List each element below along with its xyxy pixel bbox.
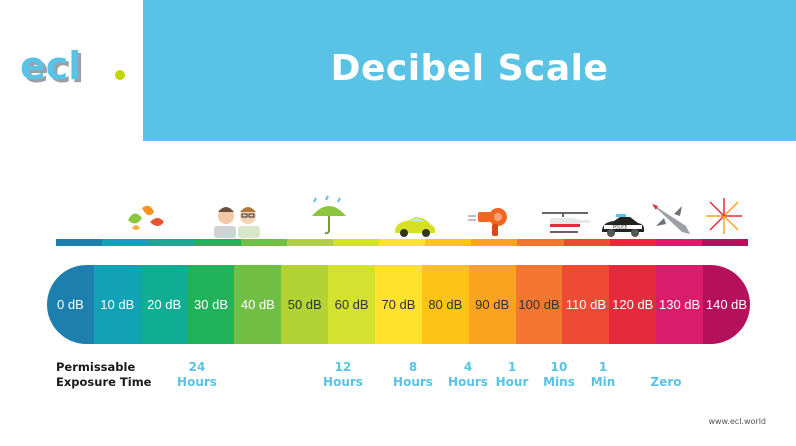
exposure-label-line1: 4	[463, 360, 473, 374]
scale-segment: 80 dB	[421, 265, 469, 344]
exposure-label: 1 Min	[591, 360, 616, 390]
exposure-label: 1 Hour	[496, 360, 529, 390]
scale-segment: 60 dB	[328, 265, 376, 344]
hair-dryer-icon	[468, 208, 507, 236]
exposure-label-line2: Min	[590, 375, 616, 389]
exposure-label-line1: 1	[507, 360, 517, 374]
strip-segment	[102, 239, 149, 246]
exposure-title-line1: Permissable	[56, 360, 136, 374]
strip-segment	[563, 239, 610, 246]
strip-segment	[332, 239, 379, 246]
exposure-label-line1: 24	[188, 360, 206, 374]
strip-segment	[701, 239, 749, 246]
exposure-title-line2: Exposure Time	[56, 375, 152, 389]
exposure-label: 12 Hours	[323, 360, 363, 390]
strip-segment	[471, 239, 518, 246]
scale-segment: 130 dB	[656, 265, 704, 344]
exposure-label-line2: Hours	[177, 375, 217, 389]
exposure-label-line2: Hour	[495, 375, 529, 389]
scale-segment: 10 dB	[93, 265, 141, 344]
exposure-title: Permissable Exposure Time	[56, 360, 151, 390]
exposure-label: Zero	[650, 360, 681, 390]
exposure-label-line1	[650, 360, 681, 375]
police-car-icon: POLICE	[602, 214, 644, 237]
strip-segment	[609, 239, 656, 246]
exposure-label-line2: Hours	[448, 375, 488, 389]
strip-segment	[194, 239, 241, 246]
scale-segment: 70 dB	[375, 265, 422, 344]
scale-segment: 20 dB	[140, 265, 188, 344]
color-strip	[56, 239, 749, 246]
strip-segment	[378, 239, 426, 246]
logo-dot	[115, 70, 125, 80]
logo-shadow-text: ecl	[23, 48, 84, 88]
exposure-label-line1: 12	[334, 360, 352, 374]
footer-url: www.ecl.world	[708, 417, 766, 426]
strip-segment	[286, 239, 333, 246]
fighter-jet-icon	[652, 204, 690, 234]
exposure-label: 4 Hours	[448, 360, 488, 390]
decibel-scale-bar: 0 dB 10 dB 20 dB 30 dB 40 dB 50 dB 60 dB 70 dB 8…	[47, 265, 750, 344]
fireworks-icon	[706, 198, 742, 234]
scale-segment: 110 dB	[562, 265, 610, 344]
scale-segment: 40 dB	[234, 265, 282, 344]
header-banner: Decibel Scale	[143, 0, 796, 141]
strip-segment	[655, 239, 702, 246]
exposure-label-line1: 1	[598, 360, 608, 374]
scale-segment: 50 dB	[281, 265, 329, 344]
exposure-label-line2: Zero	[650, 375, 682, 389]
scale-segment: 100 dB	[515, 265, 563, 344]
scale-segment: 90 dB	[468, 265, 516, 344]
scale-segment: 140 dB	[703, 265, 750, 344]
strip-segment	[517, 239, 564, 246]
strip-segment	[425, 239, 472, 246]
car-icon	[395, 217, 435, 237]
leaves-icon	[128, 205, 164, 230]
exposure-label: 10 Mins	[543, 360, 575, 390]
exposure-label-line1: 10	[550, 360, 568, 374]
strip-segment	[148, 239, 195, 246]
helicopter-icon	[542, 212, 590, 233]
svg-text:POLICE: POLICE	[613, 225, 628, 230]
whispering-people-icon	[214, 207, 260, 238]
exposure-label: 24 Hours	[177, 360, 217, 390]
strip-segment	[56, 239, 103, 246]
exposure-label-line2: Hours	[393, 375, 433, 389]
scale-segment: 30 dB	[187, 265, 235, 344]
exposure-label-line2: Mins	[543, 375, 575, 389]
scale-segment: 120 dB	[609, 265, 657, 344]
rain-umbrella-icon	[312, 195, 346, 235]
strip-segment	[240, 239, 287, 246]
scale-segment: 0 dB	[47, 265, 94, 344]
logo-text: ecl	[20, 48, 81, 88]
exposure-label: 8 Hours	[393, 360, 433, 390]
page-title: Decibel Scale	[330, 48, 609, 89]
exposure-label-line2: Hours	[323, 375, 363, 389]
exposure-label-line1: 8	[408, 360, 418, 374]
ecl-logo: ecl ecl	[20, 44, 130, 91]
